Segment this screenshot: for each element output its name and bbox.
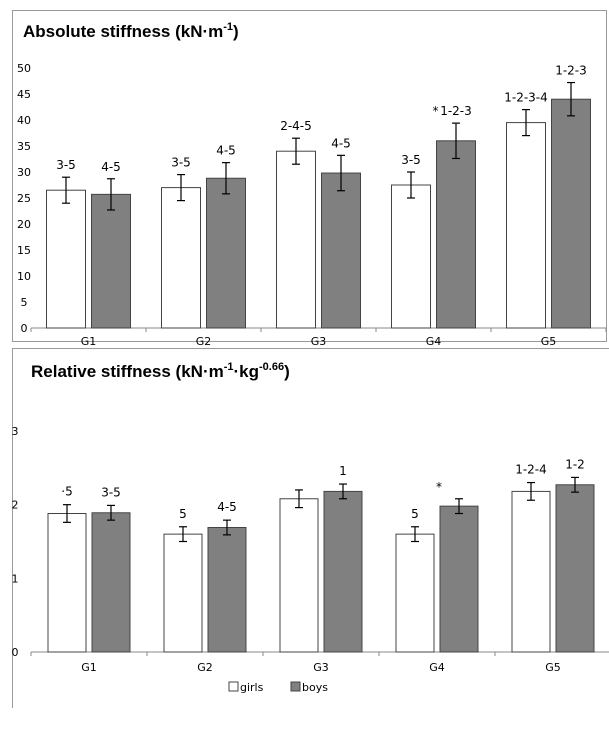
legend-swatch-boys bbox=[290, 681, 301, 692]
relative-stiffness-chart: Relative stiffness (kN·m-1·kg-0.66) 0 1 2 3 G… bbox=[12, 361, 609, 694]
abs-ytick-label: 20 bbox=[17, 218, 31, 231]
rel-significance-label: 1 bbox=[339, 464, 347, 478]
rel-significance-label: 1-2-4 bbox=[515, 463, 547, 477]
rel-bar-girls bbox=[395, 533, 435, 653]
abs-ytick-label: 45 bbox=[17, 88, 31, 101]
abs-ytick-label: 35 bbox=[17, 140, 31, 153]
rel-ytick-label: 0 bbox=[12, 646, 19, 659]
rel-significance-label: 1-2 bbox=[565, 457, 585, 471]
rel-annotation-star: * bbox=[436, 480, 442, 494]
abs-significance-label: 3-5 bbox=[401, 153, 421, 167]
rel-significance-label: 5 bbox=[179, 507, 187, 521]
abs-bar-girls bbox=[506, 122, 546, 329]
rel-category-label: G2 bbox=[197, 661, 213, 674]
rel-bar-boys bbox=[323, 490, 363, 653]
rel-significance-label: 3-5 bbox=[101, 485, 121, 499]
rel-bar-girls bbox=[511, 490, 551, 653]
legend-label-boys: boys bbox=[302, 681, 328, 694]
abs-category-label: G1 bbox=[81, 335, 97, 348]
abs-significance-label: 4-5 bbox=[331, 136, 351, 150]
rel-bar-girls bbox=[279, 498, 319, 653]
abs-ytick-label: 30 bbox=[17, 166, 31, 179]
abs-bar-boys bbox=[551, 98, 591, 329]
rel-category-label: G1 bbox=[81, 661, 97, 674]
abs-significance-label: 4-5 bbox=[216, 144, 236, 158]
rel-significance-label: ·5 bbox=[61, 485, 72, 499]
abs-significance-label: 1-2-3-4 bbox=[504, 91, 548, 105]
rel-bar-boys bbox=[439, 505, 479, 653]
rel-bar-boys bbox=[555, 484, 595, 653]
abs-ytick-label: 0 bbox=[21, 322, 28, 335]
absolute-stiffness-chart: Absolute stiffness (kN·m-1) 0 5 10 15 20 25 30 3… bbox=[17, 21, 607, 348]
abs-ytick-label: 50 bbox=[17, 62, 31, 75]
rel-significance-label: 4-5 bbox=[217, 500, 237, 514]
abs-category-label: G5 bbox=[541, 335, 557, 348]
rel-category-label: G4 bbox=[429, 661, 445, 674]
abs-bar-girls bbox=[276, 150, 316, 329]
abs-significance-label: 3-5 bbox=[56, 158, 76, 172]
legend-label-girls: girls bbox=[240, 681, 264, 694]
abs-category-label: G2 bbox=[196, 335, 212, 348]
abs-significance-label: 2-4-5 bbox=[280, 119, 312, 133]
abs-bar-girls bbox=[161, 187, 201, 329]
rel-category-label: G3 bbox=[313, 661, 329, 674]
abs-bar-girls bbox=[46, 189, 86, 329]
abs-significance-label: 1-2-3 bbox=[440, 104, 472, 118]
abs-ytick-label: 15 bbox=[17, 244, 31, 257]
abs-bar-boys bbox=[436, 140, 476, 329]
abs-ytick-label: 25 bbox=[17, 192, 31, 205]
abs-ytick-label: 5 bbox=[21, 296, 28, 309]
abs-title: Absolute stiffness (kN·m-1) bbox=[23, 21, 239, 41]
relative-stiffness-panel: Relative stiffness (kN·m-1·kg-0.66) 0 1 2 3 G… bbox=[12, 348, 609, 708]
legend-swatch-girls bbox=[228, 681, 239, 692]
abs-bar-girls bbox=[391, 184, 431, 329]
rel-significance-label: 5 bbox=[411, 507, 419, 521]
rel-bar-girls bbox=[163, 533, 203, 653]
abs-annotation-star: * bbox=[433, 104, 439, 118]
abs-bar-boys bbox=[321, 172, 361, 329]
abs-significance-label: 1-2-3 bbox=[555, 64, 587, 78]
abs-category-label: G4 bbox=[426, 335, 442, 348]
abs-ytick-label: 10 bbox=[17, 270, 31, 283]
rel-title: Relative stiffness (kN·m-1·kg-0.66) bbox=[31, 361, 290, 381]
rel-ytick-label: 3 bbox=[12, 425, 19, 438]
rel-bar-boys bbox=[207, 527, 247, 653]
abs-significance-label: 3-5 bbox=[171, 156, 191, 170]
abs-bar-boys bbox=[206, 177, 246, 329]
rel-bar-girls bbox=[47, 513, 87, 653]
rel-bar-boys bbox=[91, 512, 131, 653]
rel-ytick-label: 1 bbox=[12, 572, 19, 585]
abs-significance-label: 4-5 bbox=[101, 160, 121, 174]
abs-category-label: G3 bbox=[311, 335, 327, 348]
absolute-stiffness-panel: Absolute stiffness (kN·m-1) 0 5 10 15 20 25 30 3… bbox=[12, 10, 607, 348]
rel-category-label: G5 bbox=[545, 661, 561, 674]
abs-ytick-label: 40 bbox=[17, 114, 31, 127]
abs-bar-boys bbox=[91, 193, 131, 329]
rel-ytick-label: 2 bbox=[12, 499, 19, 512]
